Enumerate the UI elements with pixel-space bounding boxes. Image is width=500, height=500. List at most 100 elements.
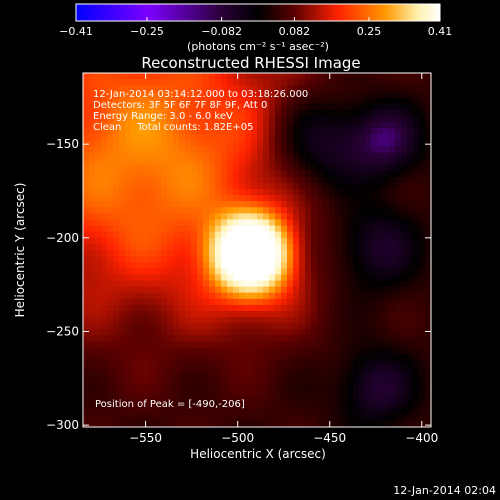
heatmap-cell [335, 201, 342, 208]
heatmap-cell [395, 329, 402, 337]
heatmap-cell [275, 298, 282, 306]
heatmap-cell [311, 182, 318, 190]
heatmap-cell [197, 201, 204, 208]
heatmap-cell [383, 134, 390, 141]
heatmap-cell [347, 335, 354, 343]
heatmap-cell [239, 384, 246, 391]
heatmap-cell [251, 97, 258, 105]
heatmap-cell [281, 353, 288, 361]
heatmap-cell [245, 182, 252, 190]
heatmap-cell [215, 97, 222, 105]
heatmap-cell [335, 231, 342, 239]
heatmap-cell [395, 195, 402, 202]
heatmap-cell [371, 237, 378, 245]
heatmap-cell [395, 170, 402, 178]
heatmap-cell [149, 335, 156, 343]
heatmap-cell [179, 365, 186, 373]
heatmap-cell [95, 231, 102, 239]
heatmap-cell [401, 158, 408, 166]
heatmap-cell [185, 243, 192, 251]
heatmap-cell [281, 225, 288, 233]
heatmap-cell [167, 176, 174, 184]
heatmap-cell [335, 335, 342, 343]
heatmap-cell [209, 329, 216, 337]
heatmap-cell [173, 97, 180, 105]
heatmap-cell [389, 408, 396, 416]
heatmap-cell [233, 323, 240, 330]
heatmap-cell [263, 182, 270, 190]
heatmap-cell [137, 311, 144, 318]
heatmap-cell [413, 109, 420, 117]
heatmap-cell [173, 176, 180, 184]
heatmap-cell [389, 121, 396, 129]
heatmap-cell [389, 91, 396, 99]
heatmap-cell [107, 97, 114, 105]
heatmap-cell [245, 256, 252, 263]
heatmap-cell [401, 311, 408, 318]
heatmap-cell [365, 146, 372, 153]
heatmap-cell [179, 268, 186, 276]
heatmap-cell [125, 152, 132, 160]
heatmap-cell [419, 274, 426, 282]
footer-timestamp: 12-Jan-2014 02:04 [393, 484, 496, 497]
heatmap-cell [203, 103, 210, 111]
heatmap-cell [335, 268, 342, 276]
heatmap-cell [311, 256, 318, 263]
heatmap-cell [293, 256, 300, 263]
heatmap-cell [353, 152, 360, 160]
heatmap-cell [233, 408, 240, 416]
heatmap-cell [311, 176, 318, 184]
heatmap-cell [191, 311, 198, 318]
heatmap-image [83, 73, 432, 428]
heatmap-cell [407, 311, 414, 318]
heatmap-cell [251, 335, 258, 343]
heatmap-cell [377, 121, 384, 129]
heatmap-cell [371, 103, 378, 111]
heatmap-cell [89, 109, 96, 117]
peak-position-label: Position of Peak = [-490,-206] [95, 399, 245, 410]
heatmap-cell [311, 384, 318, 391]
heatmap-cell [359, 347, 366, 355]
heatmap-cell [317, 91, 324, 99]
heatmap-cell [353, 353, 360, 361]
heatmap-cell [95, 188, 102, 196]
heatmap-cell [83, 402, 90, 410]
heatmap-cell [269, 182, 276, 190]
heatmap-cell [377, 79, 384, 86]
heatmap-cell [407, 378, 414, 385]
heatmap-cell [119, 378, 126, 385]
heatmap-cell [335, 341, 342, 349]
heatmap-cell [155, 268, 162, 276]
heatmap-cell [419, 213, 426, 221]
heatmap-cell [137, 121, 144, 129]
heatmap-cell [227, 256, 234, 263]
heatmap-cell [227, 91, 234, 99]
heatmap-cell [131, 335, 138, 343]
heatmap-cell [323, 237, 330, 245]
heatmap-cell [215, 195, 222, 202]
heatmap-cell [95, 335, 102, 343]
heatmap-cell [353, 286, 360, 294]
heatmap-cell [101, 353, 108, 361]
heatmap-cell [203, 127, 210, 135]
heatmap-cell [131, 262, 138, 269]
heatmap-cell [305, 378, 312, 385]
heatmap-cell [299, 262, 306, 269]
heatmap-cell [107, 359, 114, 367]
heatmap-cell [311, 201, 318, 208]
heatmap-cell [359, 311, 366, 318]
heatmap-cell [269, 176, 276, 184]
heatmap-cell [281, 408, 288, 416]
heatmap-cell [377, 134, 384, 141]
heatmap-cell [245, 109, 252, 117]
heatmap-cell [353, 256, 360, 263]
heatmap-cell [131, 79, 138, 86]
heatmap-cell [185, 73, 192, 80]
heatmap-cell [161, 115, 168, 123]
heatmap-cell [305, 121, 312, 129]
heatmap-cell [335, 402, 342, 410]
heatmap-cell [377, 402, 384, 410]
heatmap-cell [149, 225, 156, 233]
heatmap-cell [323, 280, 330, 288]
heatmap-cell [155, 164, 162, 172]
